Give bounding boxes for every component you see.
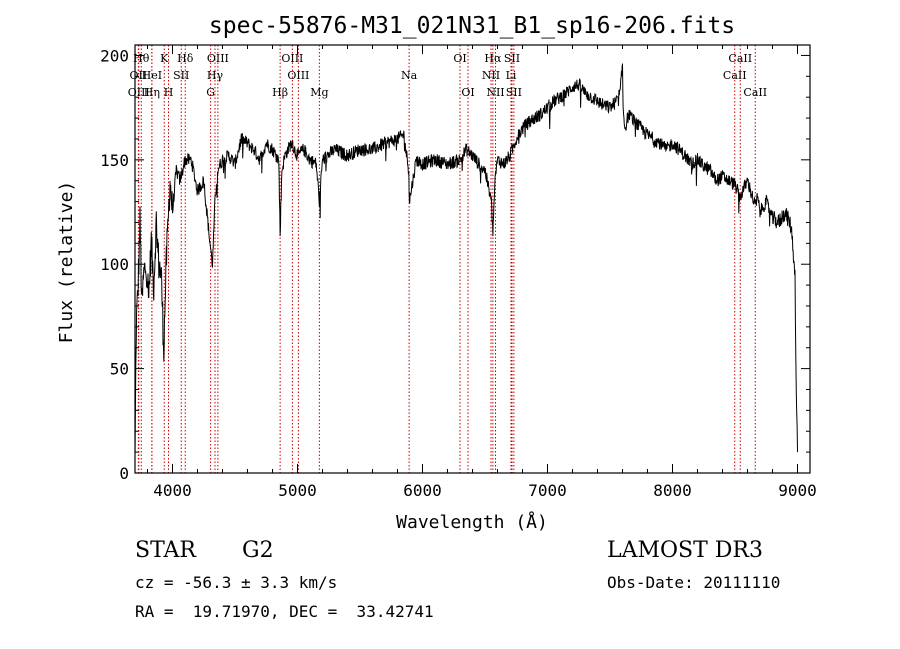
line-label: K	[160, 52, 169, 65]
y-tick-label: 0	[119, 464, 129, 483]
survey-name: LAMOST DR3	[607, 538, 763, 563]
line-label: OIII	[287, 69, 309, 82]
y-axis-label: Flux (relative)	[56, 181, 77, 344]
line-label: NII	[482, 69, 500, 82]
x-tick-label: 5000	[278, 481, 317, 500]
line-label: SII	[506, 86, 522, 99]
line-labels: Hθ OII OIII K HeI Hη SII H Hδ OIII Hγ G OIII OIII Hβ Mg…	[128, 52, 767, 99]
x-tick-label: 8000	[653, 481, 692, 500]
line-label: Hα	[484, 52, 502, 65]
line-label: Hβ	[272, 86, 288, 99]
x-tick-label: 6000	[403, 481, 442, 500]
line-label: Na	[401, 69, 418, 82]
line-label: OIII	[207, 52, 229, 65]
line-label: Mg	[310, 86, 328, 99]
x-tick-label: 9000	[778, 481, 817, 500]
line-label: G	[206, 86, 215, 99]
line-label: SII	[173, 69, 189, 82]
x-tick-label: 7000	[528, 481, 567, 500]
x-tick-label: 4000	[153, 481, 192, 500]
x-axis-label: Wavelength (Å)	[396, 511, 548, 533]
object-subclass: G2	[242, 538, 274, 563]
line-label: CaII	[723, 69, 747, 82]
line-label: Hη	[144, 86, 160, 99]
cz-value: cz = -56.3 ± 3.3 km/s	[135, 573, 338, 592]
y-tick-label: 200	[100, 46, 129, 65]
line-label: SII	[504, 52, 520, 65]
plot-frame	[134, 44, 811, 474]
y-tick-label: 50	[110, 360, 129, 379]
ra-dec: RA = 19.71970, DEC = 33.42741	[135, 602, 434, 621]
y-axis: 0 50 100 150 200	[100, 46, 810, 483]
line-label: OI	[453, 52, 466, 65]
line-label: Hγ	[207, 69, 224, 82]
line-label: OI	[461, 86, 474, 99]
line-label: OIII	[281, 52, 303, 65]
line-label: CaII	[743, 86, 767, 99]
series-group	[134, 63, 798, 457]
chart-title: spec-55876-M31_021N31_B1_sp16-206.fits	[209, 13, 735, 39]
line-label: NII	[486, 86, 504, 99]
x-axis: 4000 5000 6000 7000 8000 9000	[147, 45, 817, 500]
y-tick-label: 100	[100, 255, 129, 274]
obs-date: Obs-Date: 20111110	[607, 573, 781, 592]
line-label: Hδ	[177, 52, 194, 65]
spectrum-line	[134, 63, 798, 457]
object-class: STAR	[135, 538, 196, 563]
line-label: Li	[506, 69, 517, 82]
line-label: CaII	[728, 52, 752, 65]
y-tick-label: 150	[100, 151, 129, 170]
line-label: H	[164, 86, 174, 99]
line-label: OII	[130, 69, 148, 82]
line-label: Hθ	[133, 52, 150, 65]
line-label: HeI	[142, 69, 162, 82]
line-markers	[137, 45, 756, 473]
line-label: OIII	[128, 86, 150, 99]
